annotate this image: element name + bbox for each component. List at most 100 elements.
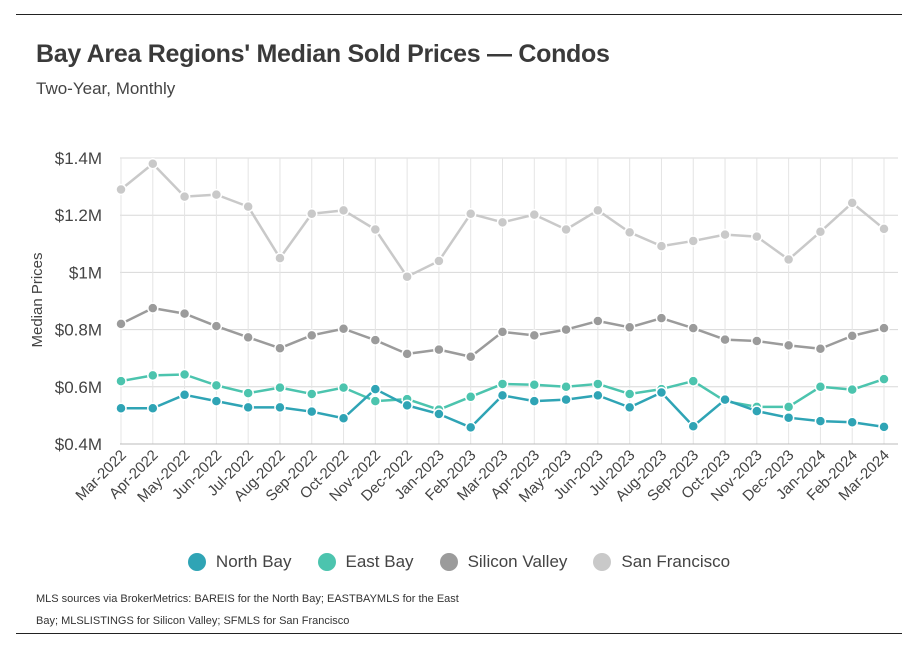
data-point-north-bay: [528, 395, 541, 407]
data-point-san-francisco: [782, 253, 795, 266]
data-point-san-francisco: [655, 240, 668, 252]
data-point-san-francisco: [401, 270, 413, 283]
legend-swatch: [593, 553, 612, 571]
data-point-north-bay: [655, 386, 668, 399]
data-point-east-bay: [210, 379, 223, 392]
data-point-silicon-valley: [433, 343, 445, 356]
data-point-san-francisco: [751, 230, 763, 243]
data-point-north-bay: [687, 420, 699, 433]
data-point-north-bay: [560, 393, 572, 406]
y-tick-label: $0.4M: [55, 435, 102, 454]
data-point-silicon-valley: [623, 321, 636, 334]
data-point-north-bay: [115, 402, 127, 414]
legend: North Bay East Bay Silicon Valley San Franc…: [0, 552, 918, 572]
legend-label: East Bay: [345, 552, 414, 571]
data-point-north-bay: [242, 401, 254, 414]
legend-item-north-bay: North Bay: [187, 552, 292, 572]
legend-swatch: [439, 553, 458, 571]
data-point-north-bay: [306, 405, 318, 418]
top-rule: [16, 14, 902, 15]
bottom-rule: [16, 633, 902, 634]
data-point-san-francisco: [433, 255, 445, 267]
data-point-east-bay: [814, 381, 827, 393]
data-point-silicon-valley: [147, 302, 159, 314]
data-point-san-francisco: [464, 208, 477, 220]
data-point-east-bay: [369, 395, 382, 407]
data-point-east-bay: [846, 383, 858, 396]
data-point-north-bay: [782, 411, 795, 424]
y-axis-ticks: $0.4M $0.6M $0.8M $1M $1.2M $1.4M: [55, 149, 102, 454]
data-point-north-bay: [369, 383, 382, 395]
line-chart: $0.4M $0.6M $0.8M $1M $1.2M $1.4M Median Pric…: [29, 149, 898, 506]
data-point-silicon-valley: [242, 331, 254, 344]
data-point-san-francisco: [337, 204, 350, 217]
data-point-san-francisco: [560, 223, 572, 236]
data-point-silicon-valley: [846, 330, 858, 342]
data-point-north-bay: [719, 393, 731, 406]
data-point-north-bay: [274, 401, 286, 414]
data-point-north-bay: [147, 402, 159, 414]
data-point-san-francisco: [687, 235, 699, 247]
data-point-silicon-valley: [560, 323, 572, 336]
data-point-north-bay: [814, 415, 827, 427]
data-point-north-bay: [623, 401, 636, 414]
series-silicon-valley: [115, 302, 890, 363]
data-point-san-francisco: [878, 223, 890, 235]
data-point-silicon-valley: [782, 339, 795, 352]
series-north-bay: [115, 383, 890, 434]
data-point-silicon-valley: [719, 333, 731, 346]
data-point-east-bay: [464, 391, 477, 403]
data-point-silicon-valley: [655, 312, 668, 324]
data-point-east-bay: [623, 388, 636, 400]
y-axis-label: Median Prices: [29, 252, 46, 347]
grid: [120, 157, 898, 445]
data-point-silicon-valley: [687, 322, 699, 334]
data-point-north-bay: [401, 399, 413, 412]
data-point-san-francisco: [719, 228, 731, 241]
legend-item-san-francisco: San Francisco: [593, 552, 730, 572]
data-point-silicon-valley: [115, 318, 127, 330]
data-point-east-bay: [147, 369, 159, 382]
data-point-silicon-valley: [528, 329, 541, 342]
data-point-north-bay: [751, 405, 763, 417]
data-point-san-francisco: [178, 190, 191, 203]
y-tick-label: $1.2M: [55, 206, 102, 225]
data-point-silicon-valley: [210, 320, 223, 332]
data-point-north-bay: [210, 395, 223, 407]
data-point-east-bay: [496, 378, 509, 390]
data-point-silicon-valley: [814, 343, 827, 355]
y-tick-label: $1M: [69, 263, 102, 282]
y-tick-label: $0.6M: [55, 378, 102, 397]
data-point-east-bay: [782, 401, 795, 413]
x-axis-ticks: Mar-2022Apr-2022May-2022Jun-2022Jul-2022…: [72, 447, 892, 506]
data-point-east-bay: [592, 378, 604, 390]
legend-item-silicon-valley: Silicon Valley: [439, 552, 567, 572]
data-point-san-francisco: [592, 204, 604, 217]
data-point-silicon-valley: [337, 322, 350, 335]
data-point-san-francisco: [210, 188, 223, 201]
data-point-san-francisco: [846, 197, 858, 209]
data-point-silicon-valley: [401, 348, 413, 360]
data-point-north-bay: [592, 389, 604, 402]
data-point-north-bay: [496, 389, 509, 402]
series-san-francisco: [115, 157, 890, 283]
series-group: [115, 157, 890, 434]
data-point-north-bay: [433, 408, 445, 420]
source-note-line1: MLS sources via BrokerMetrics: BAREIS fo…: [36, 593, 459, 605]
data-point-east-bay: [878, 373, 890, 385]
data-point-east-bay: [178, 368, 191, 381]
data-point-east-bay: [242, 387, 254, 399]
data-point-san-francisco: [814, 226, 827, 238]
data-point-east-bay: [560, 381, 572, 393]
source-note-line2: Bay; MLSLISTINGS for Silicon Valley; SFM…: [36, 615, 350, 627]
data-point-east-bay: [274, 381, 286, 394]
data-point-san-francisco: [147, 157, 159, 170]
data-point-silicon-valley: [178, 307, 191, 320]
data-point-san-francisco: [306, 208, 318, 220]
data-point-north-bay: [846, 416, 858, 429]
data-point-silicon-valley: [306, 329, 318, 342]
data-point-north-bay: [337, 412, 350, 425]
data-point-east-bay: [337, 381, 350, 394]
data-point-san-francisco: [115, 183, 127, 196]
data-point-san-francisco: [369, 223, 382, 236]
